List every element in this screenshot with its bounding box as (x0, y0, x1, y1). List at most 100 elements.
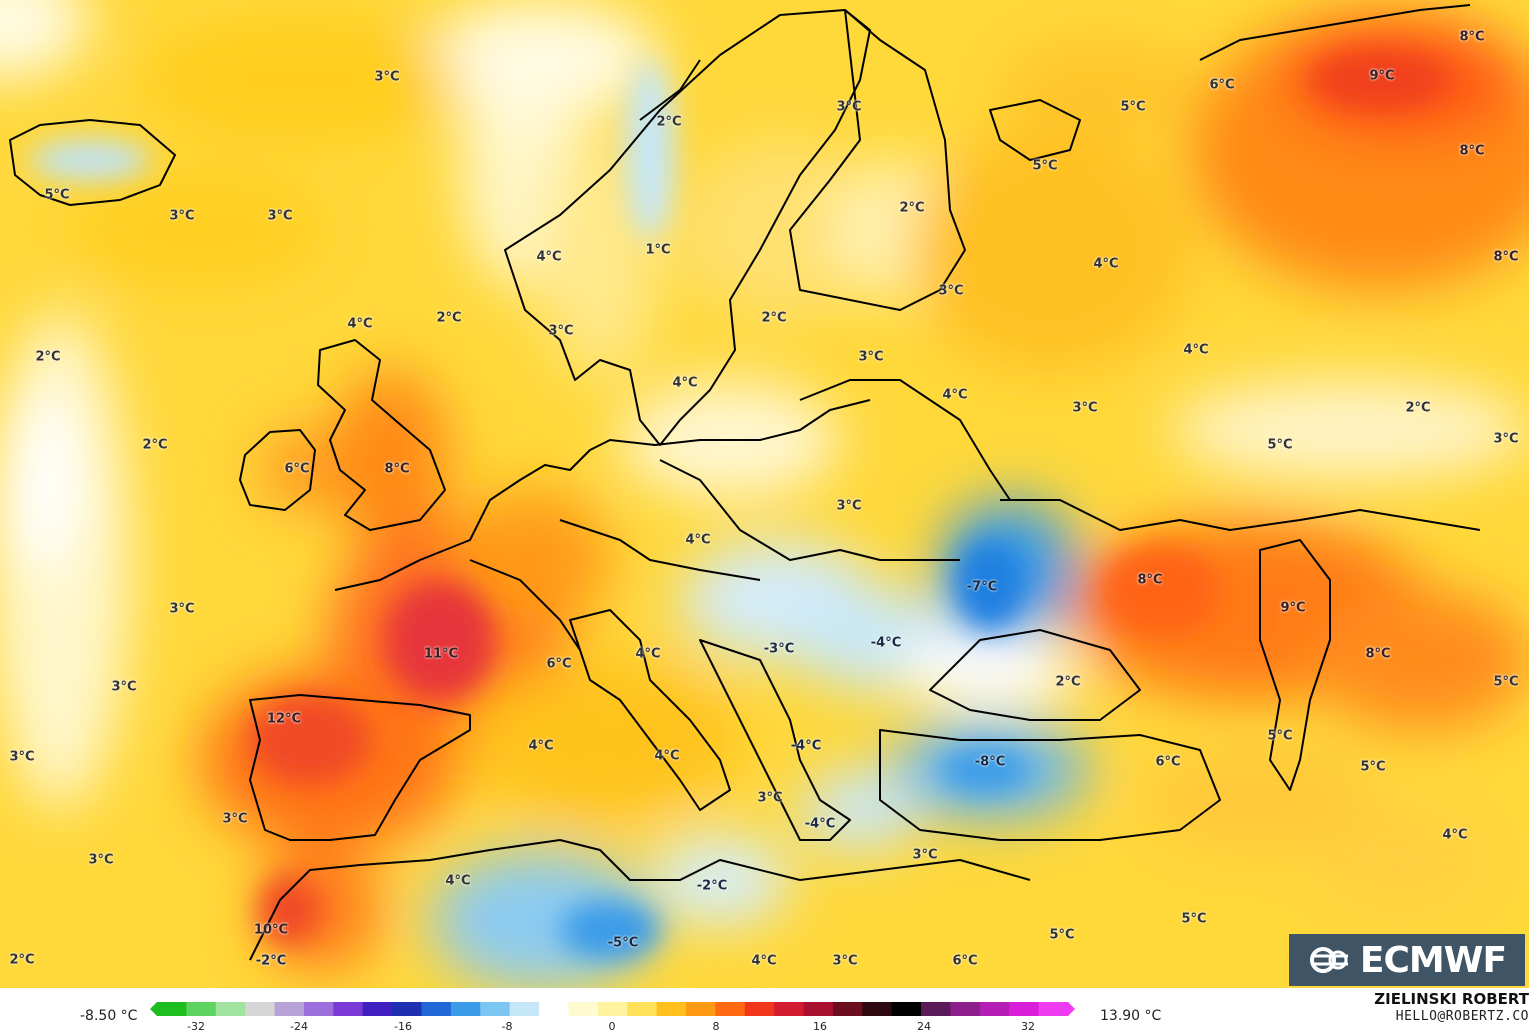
temperature-label: 4°C (685, 532, 711, 548)
color-scale-tick-label: -16 (394, 1020, 412, 1033)
temperature-label: 4°C (1442, 827, 1468, 843)
temperature-label: 10°C (253, 922, 289, 938)
temperature-label: 4°C (445, 873, 471, 889)
temperature-label: 3°C (757, 790, 783, 806)
temperature-label: -4°C (870, 635, 902, 651)
temperature-label: 2°C (142, 437, 168, 453)
temperature-label: 12°C (266, 711, 302, 727)
color-scale-step (568, 1002, 599, 1016)
temperature-label: 5°C (1032, 158, 1058, 174)
temperature-label: 3°C (858, 349, 884, 365)
temperature-label: 8°C (1459, 29, 1485, 45)
temperature-label: 5°C (1120, 99, 1146, 115)
color-scale-tick-label: 24 (917, 1020, 931, 1033)
color-scale-step (656, 1002, 687, 1016)
color-scale-tick-label: 0 (608, 1020, 616, 1033)
temperature-label: 3°C (88, 852, 114, 868)
temperature-label: 6°C (284, 461, 310, 477)
temperature-label: 4°C (635, 646, 661, 662)
color-scale-high-arrow (1068, 1002, 1075, 1016)
temperature-label: 5°C (1360, 759, 1386, 775)
temperature-label: 3°C (832, 953, 858, 969)
temperature-label: 2°C (436, 310, 462, 326)
temperature-label: 3°C (836, 498, 862, 514)
temperature-label: 8°C (1365, 646, 1391, 662)
temperature-label: 3°C (111, 679, 137, 695)
ecmwf-logo-icon (1309, 947, 1348, 973)
temperature-label: -4°C (790, 738, 822, 754)
temperature-label: 4°C (347, 316, 373, 332)
color-scale-step (333, 1002, 364, 1016)
author-email: HELLO@ROBERTZ.CO (1395, 1009, 1529, 1024)
temperature-label: 8°C (384, 461, 410, 477)
temperature-label: 3°C (222, 811, 248, 827)
color-scale-step (921, 1002, 952, 1016)
temperature-label: 5°C (1267, 437, 1293, 453)
temperature-label: 11°C (423, 646, 459, 662)
temperature-label: 9°C (1369, 68, 1395, 84)
temperature-label: 3°C (1493, 431, 1519, 447)
color-scale-tick-label: 32 (1021, 1020, 1035, 1033)
color-scale-tick-label: -24 (290, 1020, 308, 1033)
temperature-label: 2°C (761, 310, 787, 326)
temperature-label: 6°C (546, 656, 572, 672)
temperature-label: 5°C (1049, 927, 1075, 943)
temperature-label: 3°C (836, 99, 862, 115)
temperature-label: 3°C (374, 69, 400, 85)
color-scale-step (450, 1002, 481, 1016)
temperature-label: 6°C (952, 953, 978, 969)
color-scale-bar (150, 1002, 1075, 1016)
color-scale-tick-label: -32 (187, 1020, 205, 1033)
author-credit: ZIELINSKI ROBERT (1374, 990, 1529, 1008)
temperature-label: 3°C (1072, 400, 1098, 416)
color-scale-step (685, 1002, 716, 1016)
color-scale-step (979, 1002, 1010, 1016)
temperature-label: 3°C (267, 208, 293, 224)
legend-min-value: -8.50 °C (80, 1008, 138, 1024)
temperature-label: 5°C (1493, 674, 1519, 690)
color-scale-step (392, 1002, 423, 1016)
color-scale-step (274, 1002, 305, 1016)
color-scale-step (862, 1002, 893, 1016)
ecmwf-logo: ECMWF (1289, 934, 1525, 986)
temperature-label: 4°C (528, 738, 554, 754)
color-scale-step (597, 1002, 628, 1016)
temperature-label: 3°C (938, 283, 964, 299)
temperature-label: 8°C (1459, 143, 1485, 159)
color-scale-step (774, 1002, 805, 1016)
temperature-label: 6°C (1209, 77, 1235, 93)
temperature-label: 4°C (1183, 342, 1209, 358)
color-scale-step (245, 1002, 276, 1016)
color-scale-step (215, 1002, 246, 1016)
temperature-label: 3°C (912, 847, 938, 863)
temperature-label: 3°C (9, 749, 35, 765)
temperature-label: 2°C (35, 349, 61, 365)
temperature-label: 2°C (899, 200, 925, 216)
temperature-label: 4°C (536, 249, 562, 265)
temperature-label: 3°C (169, 208, 195, 224)
color-scale-tick-label: 8 (712, 1020, 720, 1033)
temperature-label: 2°C (1405, 400, 1431, 416)
color-scale-tick-label: 16 (813, 1020, 827, 1033)
temperature-label: -2°C (696, 878, 728, 894)
temperature-label: 2°C (1055, 674, 1081, 690)
color-scale-step (303, 1002, 334, 1016)
color-scale-step (715, 1002, 746, 1016)
temperature-label: 2°C (656, 114, 682, 130)
legend-max-value: 13.90 °C (1100, 1008, 1162, 1024)
temperature-label: 8°C (1493, 249, 1519, 265)
temperature-map (0, 0, 1529, 988)
color-scale-step (539, 1002, 570, 1016)
color-scale-step (891, 1002, 922, 1016)
temperature-label: 4°C (672, 375, 698, 391)
color-scale-step (744, 1002, 775, 1016)
temperature-label: -2°C (255, 953, 287, 969)
color-scale-tick-label: -8 (501, 1020, 513, 1033)
color-scale-step (832, 1002, 863, 1016)
temperature-label: 4°C (751, 953, 777, 969)
color-scale-step (803, 1002, 834, 1016)
temperature-label: 4°C (654, 748, 680, 764)
temperature-label: -4°C (804, 816, 836, 832)
color-scale-step (1009, 1002, 1040, 1016)
temperature-label: -8°C (974, 754, 1006, 770)
